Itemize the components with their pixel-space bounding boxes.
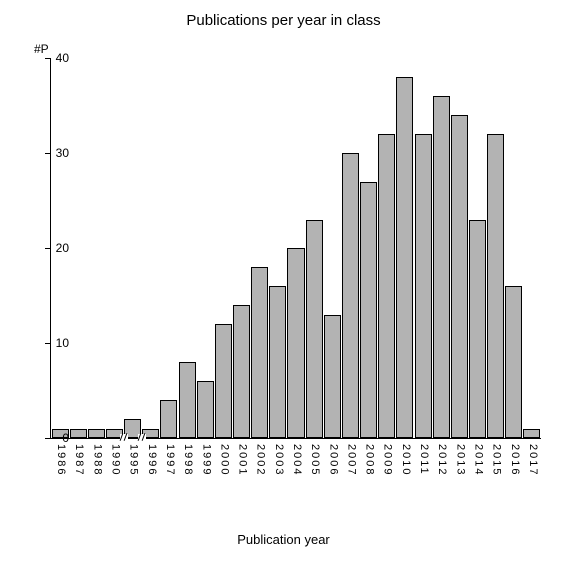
bar bbox=[396, 77, 413, 438]
bars-group bbox=[51, 58, 541, 438]
y-tick-label: 40 bbox=[29, 51, 69, 65]
bar bbox=[324, 315, 341, 439]
x-tick-label: 2002 bbox=[255, 444, 266, 476]
chart-title: Publications per year in class bbox=[0, 12, 567, 29]
x-tick-label: 2005 bbox=[309, 444, 320, 476]
bar bbox=[197, 381, 214, 438]
bar bbox=[251, 267, 268, 438]
x-tick-label: 2011 bbox=[418, 444, 429, 476]
x-tick-label: 1990 bbox=[110, 444, 121, 476]
x-tick-label: 1986 bbox=[55, 444, 66, 476]
bar bbox=[378, 134, 395, 438]
bar bbox=[287, 248, 304, 438]
x-tick-label: 1995 bbox=[128, 444, 139, 476]
bar bbox=[451, 115, 468, 438]
x-tick-label: 2009 bbox=[382, 444, 393, 476]
bar bbox=[505, 286, 522, 438]
x-tick-label: 2012 bbox=[436, 444, 447, 476]
bar bbox=[360, 182, 377, 439]
x-tick-label: 2008 bbox=[364, 444, 375, 476]
bar bbox=[487, 134, 504, 438]
x-tick-label: 2004 bbox=[291, 444, 302, 476]
x-tick-label: 2013 bbox=[454, 444, 465, 476]
y-tick-label: 10 bbox=[29, 336, 69, 350]
x-tick-label: 2010 bbox=[400, 444, 411, 476]
x-tick-label: 1987 bbox=[73, 444, 84, 476]
x-tick-label: 2001 bbox=[237, 444, 248, 476]
x-tick-label: 2015 bbox=[491, 444, 502, 476]
bar bbox=[469, 220, 486, 439]
x-tick-label: 2006 bbox=[327, 444, 338, 476]
bar bbox=[433, 96, 450, 438]
x-tick-label: 1988 bbox=[91, 444, 102, 476]
x-tick-label: 2017 bbox=[527, 444, 538, 476]
x-tick-label: 2000 bbox=[218, 444, 229, 476]
x-axis-label: Publication year bbox=[0, 532, 567, 547]
y-tick-label: 20 bbox=[29, 241, 69, 255]
bar bbox=[215, 324, 232, 438]
x-tick-label: 1997 bbox=[164, 444, 175, 476]
bar bbox=[269, 286, 286, 438]
bar bbox=[179, 362, 196, 438]
x-tick-label: 2007 bbox=[345, 444, 356, 476]
x-tick-label: 1999 bbox=[200, 444, 211, 476]
x-tick-label: 2003 bbox=[273, 444, 284, 476]
x-tick-label: 2014 bbox=[472, 444, 483, 476]
bar bbox=[160, 400, 177, 438]
bar bbox=[233, 305, 250, 438]
bar bbox=[88, 429, 105, 439]
bar bbox=[306, 220, 323, 439]
x-tick-label: 2016 bbox=[509, 444, 520, 476]
chart-container: Publications per year in class #P 198619… bbox=[0, 0, 567, 567]
bar bbox=[70, 429, 87, 439]
bar bbox=[342, 153, 359, 438]
bar bbox=[523, 429, 540, 439]
axis-break bbox=[120, 434, 128, 441]
x-tick-label: 1996 bbox=[146, 444, 157, 476]
y-tick-label: 0 bbox=[29, 431, 69, 445]
y-tick-label: 30 bbox=[29, 146, 69, 160]
axis-break bbox=[138, 434, 146, 441]
x-tick-label: 1998 bbox=[182, 444, 193, 476]
bar bbox=[415, 134, 432, 438]
plot-area: 1986198719881990199519961997199819992000… bbox=[50, 58, 541, 439]
